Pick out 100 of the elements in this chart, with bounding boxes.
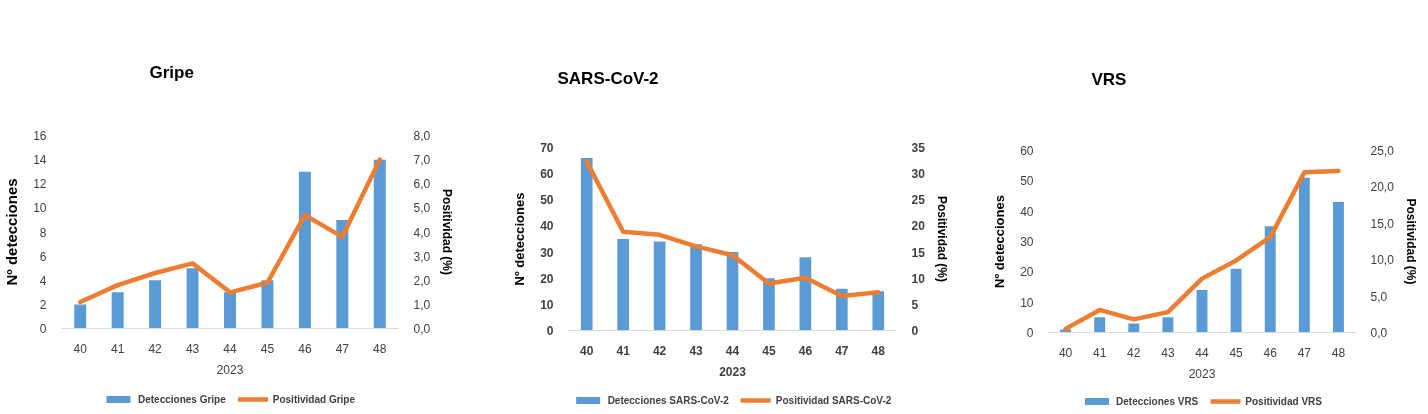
bar xyxy=(336,219,349,329)
y2-axis-title: Positividad (%) xyxy=(1403,198,1418,285)
y-tick-label: 40 xyxy=(540,219,554,234)
x-axis-title: 2023 xyxy=(1188,366,1216,381)
y-tick-label: 2 xyxy=(39,297,47,312)
x-tick-label: 44 xyxy=(725,343,740,358)
y-tick-label: 16 xyxy=(33,129,47,143)
y-tick-label: 20 xyxy=(1020,265,1034,280)
bar xyxy=(1230,268,1242,333)
y2-tick-label: 8,0 xyxy=(413,129,431,143)
bar xyxy=(1094,317,1106,333)
x-tick-label: 47 xyxy=(835,343,849,358)
y-tick-label: 60 xyxy=(1020,144,1034,158)
x-tick-label: 47 xyxy=(1297,345,1312,360)
y2-tick-label: 10,0 xyxy=(1370,253,1395,268)
y2-axis-title: Positividad (%) xyxy=(934,196,949,283)
y2-tick-label: 25,0 xyxy=(1370,144,1395,158)
chart-title: SARS-CoV-2 xyxy=(557,68,659,88)
y2-axis-title: Positividad (%) xyxy=(440,189,455,276)
line-series xyxy=(77,157,383,305)
y2-tick-label: 15 xyxy=(911,245,926,260)
x-tick-label: 41 xyxy=(616,343,631,358)
y-tick-label: 0 xyxy=(546,324,554,338)
y-tick-label: 8 xyxy=(39,225,47,240)
y-tick-label: 60 xyxy=(540,167,554,182)
y-tick-label: 50 xyxy=(540,193,554,208)
x-tick-label: 40 xyxy=(73,341,88,356)
legend-label: Detecciones VRS xyxy=(1116,395,1199,406)
y-tick-label: 6 xyxy=(39,249,47,264)
bar xyxy=(763,278,775,331)
y2-tick-label: 4,0 xyxy=(413,225,431,240)
y-tick-label: 0 xyxy=(1026,326,1034,340)
bar xyxy=(1196,290,1208,333)
bar xyxy=(1128,323,1140,333)
y-tick-label: 10 xyxy=(33,201,47,216)
bar xyxy=(186,268,199,329)
legend-label: Detecciones Gripe xyxy=(137,393,226,404)
y2-tick-label: 0,0 xyxy=(1370,326,1388,340)
x-tick-label: 40 xyxy=(1058,345,1073,360)
bar xyxy=(149,280,162,329)
x-tick-label: 44 xyxy=(223,341,237,356)
bar xyxy=(224,292,236,329)
x-tick-label: 45 xyxy=(762,343,776,358)
y-tick-label: 0 xyxy=(39,322,47,336)
x-tick-label: 47 xyxy=(335,341,350,356)
y-tick-label: 20 xyxy=(540,271,554,286)
y2-tick-label: 5 xyxy=(911,297,919,312)
x-tick-label: 43 xyxy=(689,343,704,358)
y-tick-label: 4 xyxy=(39,273,47,288)
bar xyxy=(261,280,274,329)
y2-tick-label: 20,0 xyxy=(1370,180,1395,195)
bar xyxy=(111,292,124,329)
y-tick-label: 70 xyxy=(540,141,554,155)
bar xyxy=(690,244,702,331)
x-tick-label: 48 xyxy=(373,341,387,356)
y-tick-label: 10 xyxy=(1020,295,1034,310)
y-tick-label: 40 xyxy=(1020,204,1034,219)
x-tick-label: 45 xyxy=(260,341,275,356)
y-tick-label: 50 xyxy=(1020,174,1034,189)
bar xyxy=(872,291,885,331)
x-tick-label: 44 xyxy=(1195,345,1209,360)
x-tick-label: 48 xyxy=(1331,345,1346,360)
x-tick-label: 46 xyxy=(798,343,813,358)
x-axis-title: 2023 xyxy=(216,362,244,377)
x-tick-label: 40 xyxy=(580,343,594,358)
y2-tick-label: 10 xyxy=(911,271,926,286)
bar xyxy=(298,171,311,329)
y2-tick-label: 2,0 xyxy=(413,273,431,288)
y2-tick-label: 15,0 xyxy=(1370,216,1395,231)
x-tick-label: 42 xyxy=(652,343,667,358)
x-tick-label: 46 xyxy=(1263,345,1278,360)
y2-tick-label: 1,0 xyxy=(413,297,431,312)
y-tick-label: 12 xyxy=(33,177,47,192)
bar xyxy=(373,159,386,329)
bar xyxy=(580,157,593,331)
legend-label: Detecciones SARS-CoV-2 xyxy=(607,394,729,405)
y-tick-label: 30 xyxy=(1020,235,1034,249)
y-tick-label: 14 xyxy=(33,153,47,168)
y-axis-title: Nº detecciones xyxy=(3,178,21,286)
y2-tick-label: 3,0 xyxy=(413,249,431,264)
y2-tick-label: 5,0 xyxy=(413,201,431,216)
y-tick-label: 10 xyxy=(540,297,554,312)
bar xyxy=(1298,177,1310,333)
line-series xyxy=(584,159,881,299)
y2-tick-label: 30 xyxy=(911,167,926,182)
y-tick-label: 30 xyxy=(540,245,554,260)
x-tick-label: 43 xyxy=(185,341,200,356)
line-series xyxy=(1063,168,1341,332)
x-tick-label: 41 xyxy=(1092,345,1107,360)
bar xyxy=(1162,317,1174,333)
bar xyxy=(1332,202,1344,333)
legend-label: Positividad SARS-CoV-2 xyxy=(775,394,892,405)
x-tick-label: 45 xyxy=(1229,345,1244,360)
y2-tick-label: 0,0 xyxy=(413,322,431,336)
y-axis-title: Nº detecciones xyxy=(512,192,528,286)
y2-tick-label: 6,0 xyxy=(413,177,431,192)
y2-tick-label: 0 xyxy=(911,324,919,338)
legend-label: Positividad VRS xyxy=(1245,395,1322,406)
bar xyxy=(1264,226,1276,333)
chart-title: Gripe xyxy=(149,62,194,82)
